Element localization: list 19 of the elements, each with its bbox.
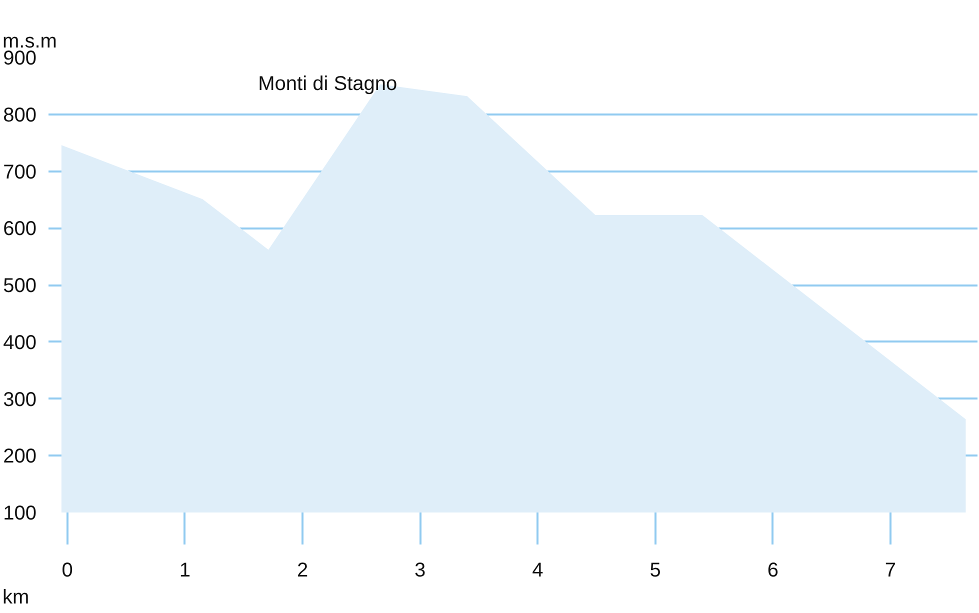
y-tick-label: 300 — [3, 388, 37, 411]
y-tick-label: 400 — [3, 332, 37, 354]
x-tick-label: 7 — [884, 560, 896, 582]
y-tick-label: 900 — [3, 48, 37, 70]
y-tick-label: 800 — [3, 104, 37, 126]
x-tick-label: 3 — [414, 560, 426, 582]
y-tick-label: 700 — [3, 161, 37, 184]
y-tick-label: 500 — [3, 275, 37, 297]
x-tick-label: 4 — [532, 560, 544, 582]
x-tick-label: 2 — [296, 560, 308, 582]
x-tick-label: 1 — [179, 560, 190, 582]
x-axis-title: km — [2, 586, 30, 608]
x-tick-label: 0 — [62, 560, 73, 582]
y-tick-label: 100 — [3, 502, 37, 524]
x-tick-label: 5 — [650, 560, 661, 582]
x-tick-label: 6 — [767, 560, 778, 582]
annotation: Monti di Stagno — [258, 73, 398, 96]
y-tick-label: 600 — [3, 218, 37, 240]
y-tick-label: 200 — [3, 446, 37, 468]
